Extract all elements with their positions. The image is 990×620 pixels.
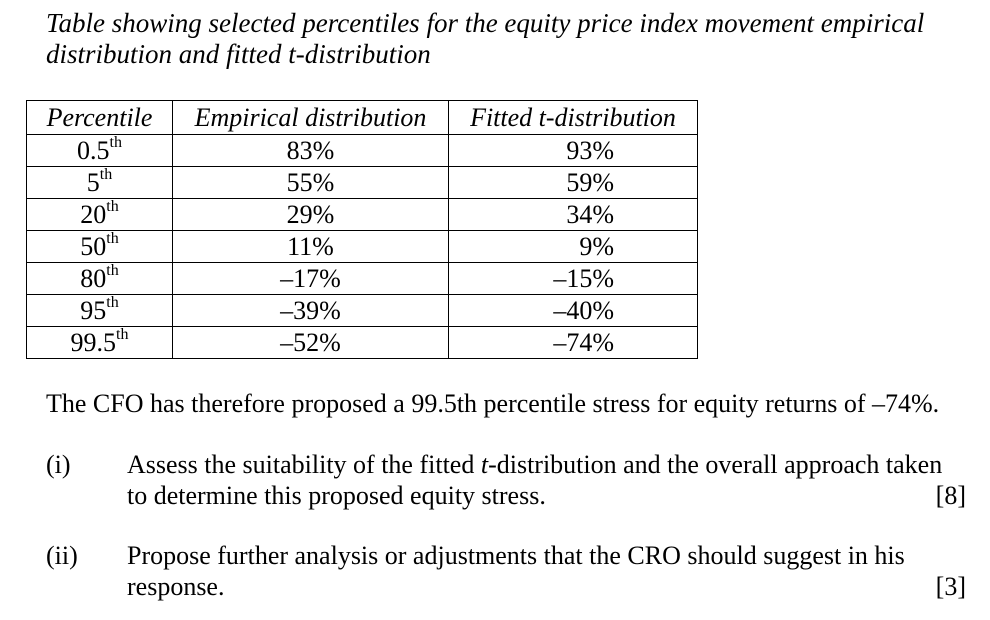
question-i-line-1: Assess the suitability of the fitted t-d… bbox=[127, 450, 943, 479]
fitted-cell: 93% bbox=[448, 134, 698, 167]
fitted-cell: 34% bbox=[448, 198, 698, 231]
header-percentile: Percentile bbox=[26, 100, 173, 135]
caption-line-2: distribution and fitted t-distribution bbox=[46, 39, 431, 69]
percentile-cell: 5th bbox=[26, 166, 173, 199]
question-i-marks: [8] bbox=[935, 481, 966, 510]
table-header-row: Percentile Empirical distribution Fitted… bbox=[26, 100, 698, 135]
percentile-cell: 80th bbox=[26, 262, 173, 295]
empirical-cell: 55% bbox=[172, 166, 449, 199]
percentile-cell: 95th bbox=[26, 294, 173, 327]
empirical-cell: –39% bbox=[172, 294, 449, 327]
table-row: 20th 29% 34% bbox=[26, 198, 698, 231]
empirical-cell: –52% bbox=[172, 326, 449, 359]
percentile-table: Percentile Empirical distribution Fitted… bbox=[26, 100, 698, 359]
question-i-text: Assess the suitability of the fitted t-d… bbox=[127, 449, 967, 511]
fitted-cell: –74% bbox=[448, 326, 698, 359]
empirical-cell: 83% bbox=[172, 134, 449, 167]
fitted-cell: –15% bbox=[448, 262, 698, 295]
question-label-ii: (ii) bbox=[46, 541, 78, 570]
empirical-cell: 29% bbox=[172, 198, 449, 231]
empirical-cell: 11% bbox=[172, 230, 449, 263]
fitted-cell: 9% bbox=[448, 230, 698, 263]
table-row: 99.5th –52% –74% bbox=[26, 326, 698, 359]
table-row: 50th 11% 9% bbox=[26, 230, 698, 263]
table-caption: Table showing selected percentiles for t… bbox=[46, 8, 966, 70]
empirical-cell: –17% bbox=[172, 262, 449, 295]
question-label-i: (i) bbox=[46, 450, 71, 479]
caption-line-1: Table showing selected percentiles for t… bbox=[46, 8, 925, 38]
percentile-cell: 50th bbox=[26, 230, 173, 263]
question-ii-text: Propose further analysis or adjustments … bbox=[127, 540, 967, 602]
header-fitted: Fitted t-distribution bbox=[448, 100, 698, 135]
fitted-cell: –40% bbox=[448, 294, 698, 327]
question-ii-marks: [3] bbox=[935, 572, 966, 601]
fitted-cell: 59% bbox=[448, 166, 698, 199]
table-row: 80th –17% –15% bbox=[26, 262, 698, 295]
table-row: 5th 55% 59% bbox=[26, 166, 698, 199]
percentile-cell: 99.5th bbox=[26, 326, 173, 359]
header-empirical: Empirical distribution bbox=[172, 100, 449, 135]
question-ii-line-1: Propose further analysis or adjustments … bbox=[127, 541, 905, 570]
question-ii-line-2: response. bbox=[127, 572, 225, 601]
table-row: 0.5th 83% 93% bbox=[26, 134, 698, 167]
table-row: 95th –39% –40% bbox=[26, 294, 698, 327]
percentile-cell: 20th bbox=[26, 198, 173, 231]
percentile-cell: 0.5th bbox=[26, 134, 173, 167]
cfo-statement: The CFO has therefore proposed a 99.5th … bbox=[46, 389, 940, 418]
question-i-line-2: to determine this proposed equity stress… bbox=[127, 481, 546, 510]
